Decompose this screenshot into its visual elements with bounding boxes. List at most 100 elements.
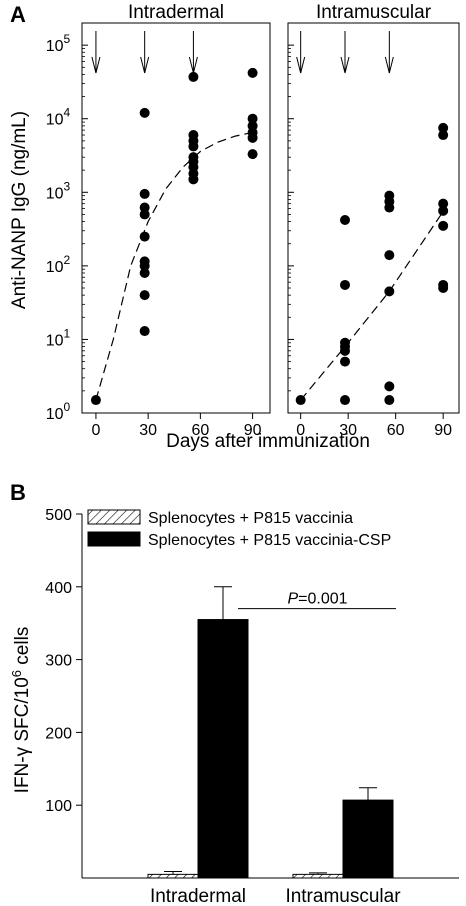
panel-b-y-label-suffix: cells (12, 627, 33, 670)
immunization-arrow-head (140, 56, 150, 74)
panel-a-intramuscular-data-point (295, 395, 306, 406)
panel-b-y-tick-label: 300 (45, 653, 72, 670)
panel-a-intradermal-trend-line (95, 131, 253, 401)
panel-a-y-tick-label: 105 (46, 32, 71, 55)
panel-a-x-axis-label: Days after immunization (166, 431, 370, 452)
panel-a-intramuscular-data-point (340, 356, 350, 367)
panel-a-intradermal-data-point (188, 71, 199, 82)
panel-a-y-tick-base: 10 (46, 185, 64, 202)
immunization-arrow-head (340, 56, 350, 74)
panel-a-y-tick-base: 10 (46, 332, 64, 349)
panel-a-intradermal-data-point (139, 209, 150, 220)
immunization-arrow-head (91, 56, 101, 74)
panel-a-intramuscular-data-point (438, 130, 449, 141)
panel-a-intramuscular-data-point (384, 395, 395, 406)
panel-b-category-label: Intramuscular (285, 886, 401, 906)
panel-a-y-tick-base: 10 (46, 38, 64, 55)
panel-b-p-value-text: =0.001 (298, 591, 347, 608)
panel-b-y-tick-label: 400 (45, 580, 72, 597)
panel-a-y-axis-label: Anti-NANP IgG (ng/mL) (9, 111, 30, 309)
panel-a-intramuscular-x-tick-label: 30 (339, 422, 357, 439)
panel-b-y-label-prefix: IFN-γ SFC/10 (12, 677, 33, 793)
panel-a-y-tick-exponent: 0 (64, 400, 71, 414)
panel-a-intradermal-data-point (139, 107, 150, 118)
panel-a-intradermal-data-point (139, 326, 150, 337)
panel-b-legend-label: Splenocytes + P815 vaccinia (148, 510, 353, 527)
panel-b: B IFN-γ SFC/106 cells 100 200 300 400 500 Int… (9, 480, 459, 906)
panel-a-intramuscular-data-point (340, 395, 350, 406)
panel-a-intradermal-data-point (139, 267, 150, 278)
panel-b-bar (197, 619, 249, 879)
panel-b-letter: B (10, 480, 26, 505)
panel-a-y-tick-label: 101 (46, 326, 71, 349)
panel-a-intramuscular-title: Intramuscular (316, 2, 432, 23)
panel-a-intradermal-data-point (247, 113, 258, 124)
panel-a-intradermal-data-point (188, 141, 199, 152)
panel-b-p-value-italic: P (287, 591, 298, 608)
panel-b-y-label-superscript: 6 (9, 670, 24, 677)
panel-a-intramuscular-data-point (340, 345, 350, 356)
panel-b-y-tick-label: 500 (45, 507, 72, 524)
panel-b-y-tick-label: 200 (45, 725, 72, 742)
panel-a-letter: A (10, 2, 26, 27)
panel-a-intramuscular-data-point (384, 250, 395, 261)
panel-a-y-tick-label: 102 (46, 253, 71, 276)
panel-a-intradermal-data-point (139, 188, 150, 199)
panel-a-intramuscular-frame (287, 22, 460, 414)
panel-b-legend-swatch (87, 509, 141, 525)
panel-a-y-tick-base: 10 (46, 406, 64, 423)
panel-a-intramuscular-data-point (438, 283, 449, 294)
panel-a-intramuscular-x-tick-label: 90 (434, 422, 452, 439)
panel-a-intramuscular-x-tick-label: 0 (296, 422, 305, 439)
panel-a-y-tick-exponent: 2 (64, 253, 71, 267)
panel-a-intradermal-x-tick-label: 60 (191, 422, 209, 439)
panel-a-y-tick-base: 10 (46, 259, 64, 276)
panel-a-y-tick-label: 100 (46, 400, 71, 423)
panel-a-intramuscular-data-point (438, 122, 449, 133)
panel-a-intradermal-data-point (247, 132, 258, 143)
panel-b-legend-swatch (87, 531, 141, 547)
panel-a-intramuscular-x-tick-label: 60 (387, 422, 405, 439)
panel-a-y-tick-exponent: 5 (64, 32, 71, 46)
panel-a-y-tick-exponent: 4 (64, 106, 71, 120)
panel-b-p-value: P=0.001 (287, 591, 347, 608)
panel-a-intradermal-x-tick-label: 0 (91, 422, 100, 439)
panel-a-intramuscular: Intramuscular 0 30 60 90 (287, 2, 460, 439)
panel-b-y-axis-label: IFN-γ SFC/106 cells (9, 627, 33, 794)
panel-a-intradermal-data-point (188, 174, 199, 185)
panel-a-intradermal-data-point (139, 231, 150, 242)
panel-a-intramuscular-data-point (340, 279, 350, 290)
panel-a-intramuscular-trend-line (300, 211, 444, 401)
panel-a-intradermal-frame (81, 22, 271, 414)
immunization-arrow-head (384, 56, 394, 74)
panel-a-intradermal-title: Intradermal (128, 2, 224, 23)
panel-a-intramuscular-data-point (340, 215, 350, 226)
panel-a-intradermal-data-point (90, 395, 101, 406)
panel-b-legend-label: Splenocytes + P815 vaccinia-CSP (148, 532, 391, 549)
panel-b-plot: 100 200 300 400 500 Intradermal Intramuscular P… (45, 507, 459, 906)
panel-a-y-tick-exponent: 3 (64, 179, 71, 193)
panel-a-intradermal-data-point (247, 67, 258, 78)
immunization-arrow-head (296, 56, 306, 74)
panel-a-intradermal-data-point (139, 260, 150, 271)
panel-b-y-tick-label: 100 (45, 798, 72, 815)
panel-a-intradermal-data-point (139, 202, 150, 213)
panel-a-y-tick-exponent: 1 (64, 326, 71, 340)
panel-a-intramuscular-data-point (438, 205, 449, 216)
panel-a-y-tick-label: 103 (46, 179, 71, 202)
panel-b-bar (342, 799, 394, 879)
panel-a-intradermal: Intradermal 0 30 60 90 (81, 2, 271, 439)
panel-a-intradermal-x-tick-label: 30 (139, 422, 157, 439)
panel-a-y-tick-base: 10 (46, 112, 64, 129)
panel-a-y-tick-label: 104 (46, 106, 71, 129)
panel-a-intramuscular-data-point (438, 220, 449, 231)
panel-b-bar (292, 873, 344, 879)
panel-b-category-label: Intradermal (150, 886, 246, 906)
panel-a-intradermal-x-tick-label: 90 (244, 422, 262, 439)
panel-a-intradermal-data-point (139, 290, 150, 301)
panel-b-bar (147, 873, 199, 879)
panel-a-intramuscular-data-point (438, 198, 449, 209)
panel-a-intramuscular-data-point (384, 381, 395, 392)
